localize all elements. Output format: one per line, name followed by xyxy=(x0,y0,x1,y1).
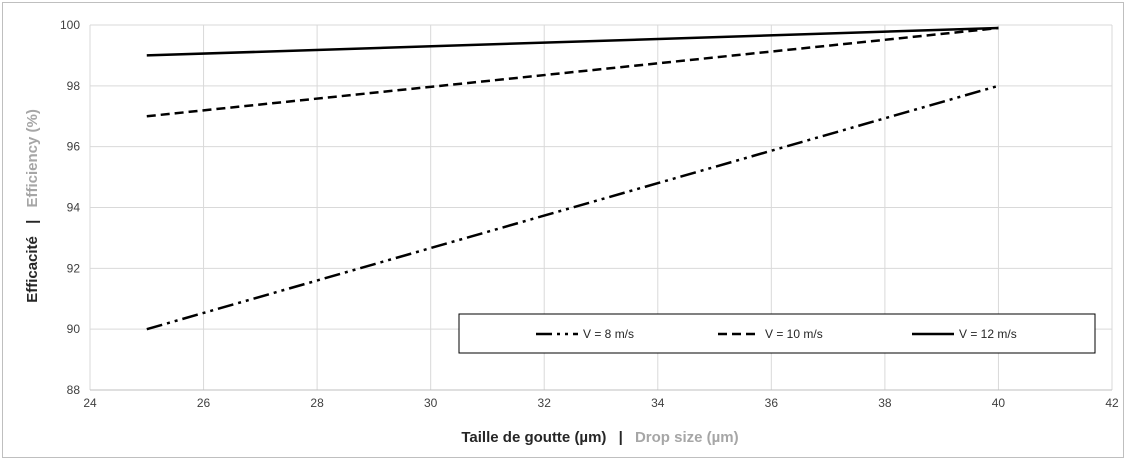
series-line xyxy=(146,26,999,118)
x-axis-title-secondary: Drop size (µm) xyxy=(635,429,739,446)
y-axis-title-secondary: Efficiency (%) xyxy=(24,109,41,207)
x-axis-title-primary: Taille de goutte (µm) xyxy=(461,429,606,446)
y-tick-label: 96 xyxy=(67,140,81,154)
x-tick-label: 40 xyxy=(992,396,1006,410)
x-axis-title: Taille de goutte (µm) | Drop size (µm) xyxy=(461,429,738,446)
legend-label: V = 12 m/s xyxy=(959,327,1017,341)
y-axis-title-primary: Efficacité xyxy=(24,236,41,303)
y-tick-label: 100 xyxy=(60,18,80,32)
x-tick-labels: 24 26 28 30 32 34 36 38 40 42 xyxy=(83,396,1119,410)
x-tick-label: 26 xyxy=(197,396,211,410)
x-tick-label: 34 xyxy=(651,396,665,410)
series-lines xyxy=(146,26,999,331)
y-tick-label: 90 xyxy=(67,322,81,336)
y-axis-title-separator: | xyxy=(24,220,41,224)
x-tick-label: 42 xyxy=(1105,396,1119,410)
legend: V = 8 m/s V = 10 m/s V = 12 m/s xyxy=(458,313,1096,354)
legend-items: V = 8 m/s V = 10 m/s V = 12 m/s xyxy=(536,327,1017,341)
x-tick-label: 38 xyxy=(878,396,892,410)
y-axis-title: Efficacité | Efficiency (%) xyxy=(24,109,41,303)
y-tick-label: 98 xyxy=(67,79,81,93)
legend-label: V = 8 m/s xyxy=(583,327,634,341)
series-line xyxy=(146,26,999,57)
x-axis-title-separator: | xyxy=(619,429,623,446)
y-tick-label: 88 xyxy=(67,383,81,397)
x-tick-label: 30 xyxy=(424,396,438,410)
x-tick-label: 24 xyxy=(83,396,97,410)
x-tick-label: 32 xyxy=(538,396,552,410)
legend-label: V = 10 m/s xyxy=(765,327,823,341)
x-tick-label: 28 xyxy=(310,396,324,410)
y-tick-label: 94 xyxy=(67,201,81,215)
x-tick-label: 36 xyxy=(765,396,779,410)
y-tick-label: 92 xyxy=(67,261,81,275)
y-tick-labels: 88 90 92 94 96 98 100 xyxy=(60,18,80,397)
